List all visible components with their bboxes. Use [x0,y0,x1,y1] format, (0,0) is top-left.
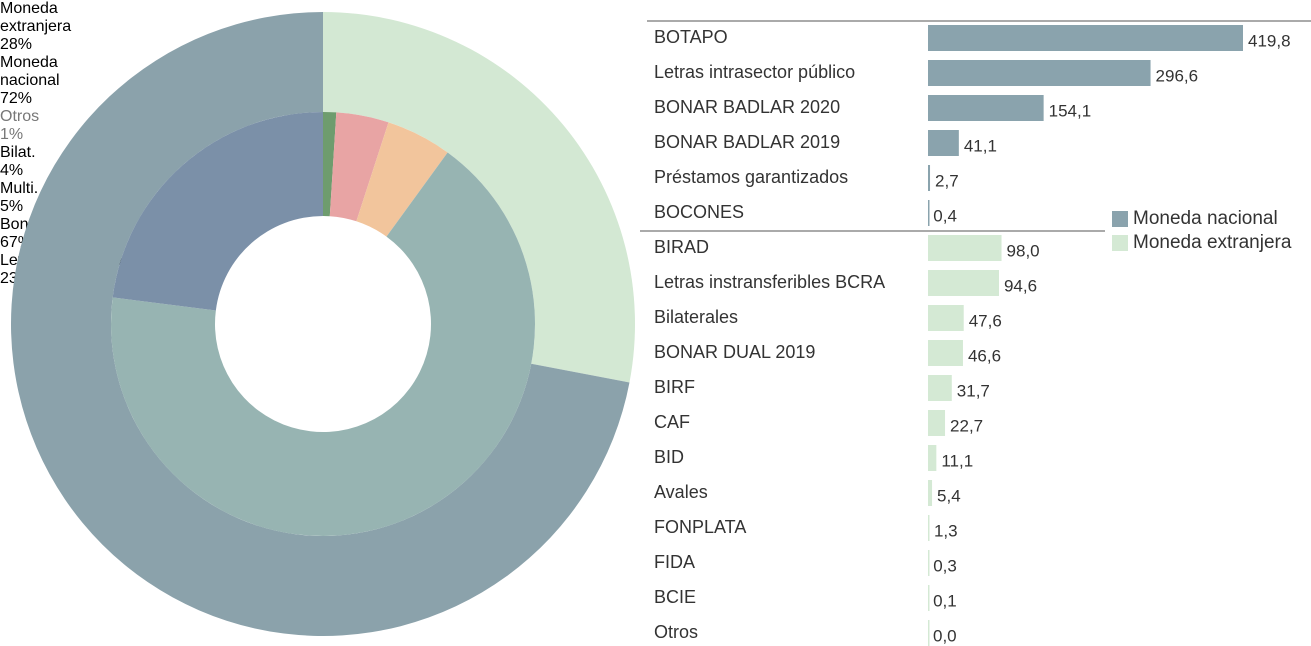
pie-slice [112,112,323,311]
category-label: Letras intrasector público [654,62,855,82]
value-label: 0,1 [933,591,957,610]
pie-slice [329,112,389,222]
pie-slice [356,122,448,237]
legend-label: Moneda nacional [1133,208,1278,229]
category-label: BONAR BADLAR 2019 [654,132,840,152]
category-label: BIRF [654,377,695,397]
slice-label: Bilat. 4% [0,144,80,180]
bar [928,130,959,156]
value-label: 0,4 [933,206,957,225]
bar [928,60,1151,86]
category-label: BONAR DUAL 2019 [654,342,815,362]
legend-swatch [1112,235,1128,251]
bar [928,25,1243,51]
category-label: Otros [654,622,698,642]
category-label: FIDA [654,552,695,572]
bar [928,375,952,401]
slice-label: Multi. 5% [0,180,80,216]
category-label: BIRAD [654,237,709,257]
category-label: BOTAPO [654,27,728,47]
slice-name: Multi. [0,180,39,197]
category-label: FONPLATA [654,517,746,537]
slice-name: Moneda nacional [0,54,60,89]
legend-swatch [1112,211,1128,227]
pie-slice [11,12,630,636]
value-label: 5,4 [937,486,961,505]
slice-percent: 1% [0,126,24,143]
value-label: 1,3 [934,521,958,540]
category-label: BONAR BADLAR 2020 [654,97,840,117]
value-label: 46,6 [968,346,1001,365]
category-label: Avales [654,482,708,502]
value-label: 0,3 [933,556,957,575]
value-label: 11,1 [941,451,973,470]
bar [928,480,933,506]
value-label: 31,7 [957,381,990,400]
value-label: 2,7 [935,171,959,190]
slice-name: Moneda extranjera [0,0,72,35]
value-label: 0,0 [933,626,957,645]
legend-label: Moneda extranjera [1133,232,1292,253]
slice-percent: 72% [0,90,33,107]
bar [928,445,937,471]
value-label: 41,1 [964,136,997,155]
value-label: 296,6 [1156,66,1199,85]
slice-name: Bilat. [0,144,36,161]
value-label: 98,0 [1007,241,1040,260]
bar [928,95,1044,121]
slice-label: Moneda extranjera 28% [0,0,130,54]
slice-percent: 28% [0,36,33,53]
pie-slice [111,152,536,537]
slice-name: Otros [0,108,40,125]
value-label: 154,1 [1049,101,1092,120]
slice-percent: 4% [0,162,24,179]
bar [928,235,1002,261]
slice-label: Moneda nacional 72% [0,54,110,108]
bar [928,305,964,331]
category-label: Bilaterales [654,307,738,327]
category-label: CAF [654,412,690,432]
value-label: 22,7 [950,416,983,435]
pie-slice [323,112,337,217]
category-label: BID [654,447,684,467]
slice-percent: 5% [0,198,24,215]
pie-slice [323,12,635,383]
value-label: 94,6 [1004,276,1037,295]
slice-label: Otros 1% [0,108,80,144]
category-label: Letras instransferibles BCRA [654,272,885,292]
value-label: 419,8 [1248,31,1291,50]
bar [928,270,999,296]
bar [928,340,963,366]
bar [928,410,946,436]
category-label: BOCONES [654,202,744,222]
category-label: Préstamos garantizados [654,167,848,187]
category-label: BCIE [654,587,696,607]
value-label: 47,6 [969,311,1002,330]
